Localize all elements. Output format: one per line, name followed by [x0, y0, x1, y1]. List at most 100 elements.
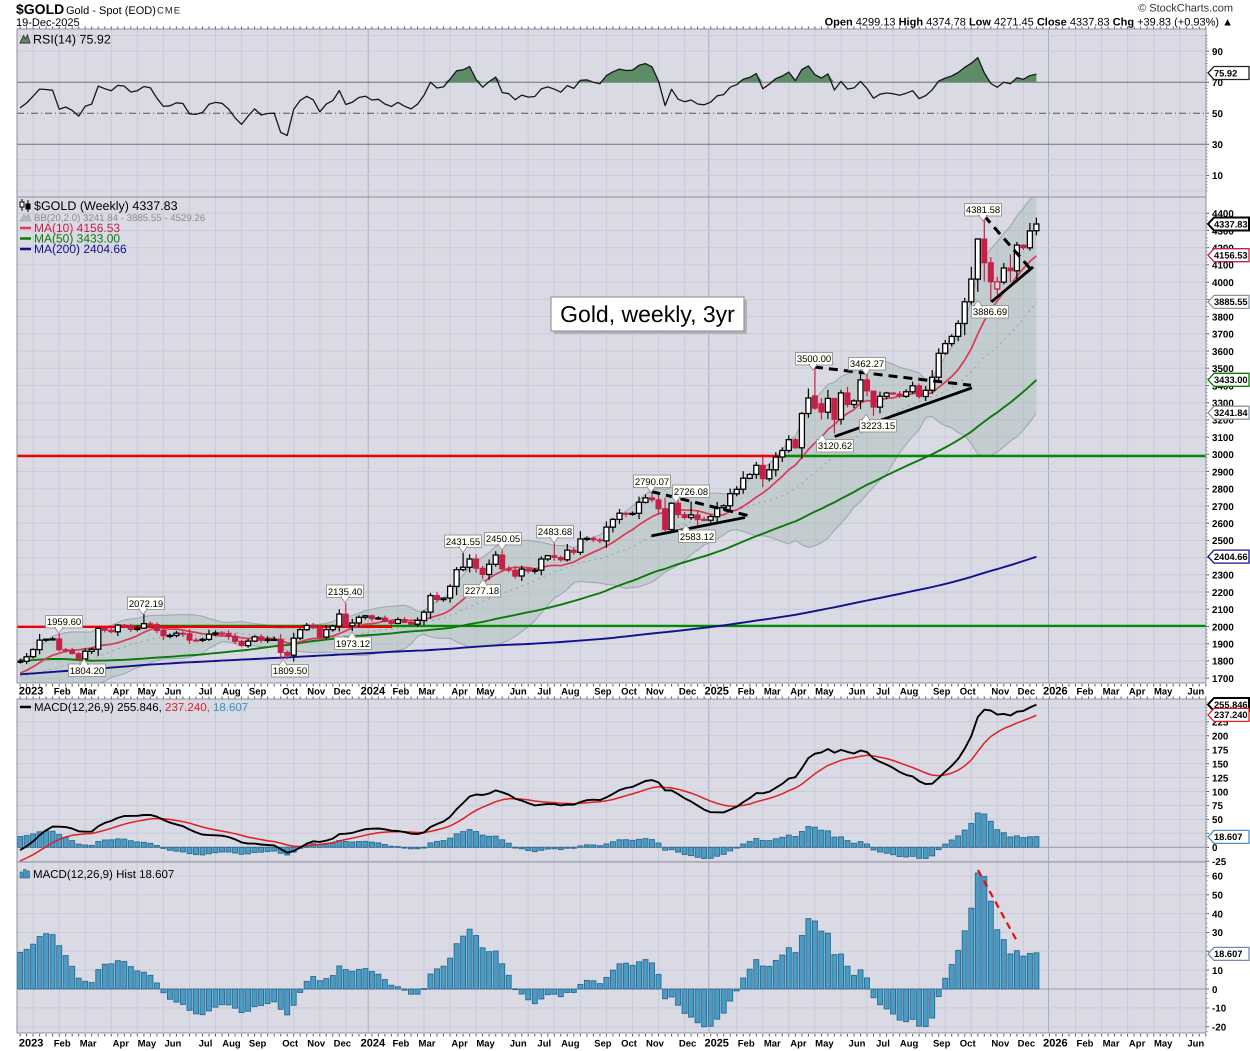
svg-text:2024: 2024 — [361, 1038, 386, 1050]
svg-text:2200: 2200 — [1212, 588, 1234, 599]
svg-text:0: 0 — [1212, 985, 1218, 996]
svg-text:3241.84: 3241.84 — [1214, 408, 1248, 418]
svg-text:Jul: Jul — [876, 687, 890, 698]
svg-text:2100: 2100 — [1212, 605, 1234, 616]
svg-text:Dec: Dec — [679, 1039, 696, 1050]
svg-text:4100: 4100 — [1212, 261, 1234, 272]
svg-text:1809.50: 1809.50 — [273, 666, 307, 677]
svg-text:2026: 2026 — [1043, 1038, 1067, 1050]
svg-text:May: May — [138, 687, 157, 698]
svg-text:2431.55: 2431.55 — [446, 537, 480, 548]
svg-text:2500: 2500 — [1212, 536, 1234, 547]
svg-text:Mar: Mar — [1103, 1039, 1120, 1050]
svg-text:Oct: Oct — [282, 687, 299, 698]
svg-text:Dec: Dec — [334, 1039, 351, 1050]
svg-text:Apr: Apr — [113, 687, 130, 698]
svg-text:3223.15: 3223.15 — [861, 421, 895, 432]
svg-text:2025: 2025 — [704, 686, 728, 698]
svg-text:Mar: Mar — [764, 687, 781, 698]
svg-text:175: 175 — [1212, 745, 1229, 756]
svg-text:3600: 3600 — [1212, 347, 1234, 358]
svg-text:3700: 3700 — [1212, 330, 1234, 341]
svg-text:May: May — [1154, 687, 1173, 698]
svg-text:2000: 2000 — [1212, 622, 1234, 633]
svg-text:3462.27: 3462.27 — [850, 359, 884, 370]
svg-text:-10: -10 — [1212, 1004, 1227, 1015]
svg-text:1804.20: 1804.20 — [70, 666, 104, 677]
svg-text:4000: 4000 — [1212, 278, 1234, 289]
svg-text:50: 50 — [1212, 815, 1223, 826]
svg-text:3500.00: 3500.00 — [797, 354, 831, 365]
svg-text:150: 150 — [1212, 759, 1229, 770]
svg-text:50: 50 — [1212, 891, 1223, 902]
svg-text:Oct: Oct — [960, 687, 977, 698]
svg-text:2800: 2800 — [1212, 485, 1234, 496]
svg-text:2404.66: 2404.66 — [1214, 552, 1248, 562]
svg-text:Jun: Jun — [164, 687, 181, 698]
svg-text:Apr: Apr — [1129, 1039, 1146, 1050]
svg-text:2072.19: 2072.19 — [129, 599, 163, 610]
svg-text:2726.08: 2726.08 — [674, 487, 708, 498]
svg-text:4300: 4300 — [1212, 226, 1234, 237]
svg-text:Aug: Aug — [900, 1039, 919, 1050]
svg-text:Sep: Sep — [933, 687, 951, 698]
svg-text:1959.60: 1959.60 — [47, 617, 81, 628]
svg-text:$GOLD (Weekly) 4337.83: $GOLD (Weekly) 4337.83 — [34, 199, 178, 213]
svg-text:2277.18: 2277.18 — [465, 586, 499, 597]
svg-text:CME: CME — [157, 6, 181, 17]
svg-text:30: 30 — [1212, 928, 1223, 939]
svg-text:BB(20,2.0) 3241.84 - 3885.55 -: BB(20,2.0) 3241.84 - 3885.55 - 4529.26 — [34, 213, 205, 224]
svg-text:Apr: Apr — [113, 1039, 130, 1050]
svg-text:Apr: Apr — [1129, 687, 1146, 698]
svg-text:2026: 2026 — [1043, 686, 1067, 698]
svg-text:Feb: Feb — [54, 1039, 71, 1050]
svg-text:Nov: Nov — [646, 1039, 665, 1050]
svg-text:May: May — [476, 687, 495, 698]
svg-text:225: 225 — [1212, 718, 1229, 729]
svg-text:75.92: 75.92 — [1214, 68, 1237, 78]
svg-text:Apr: Apr — [451, 687, 468, 698]
svg-text:3120.62: 3120.62 — [818, 441, 852, 452]
svg-text:125: 125 — [1212, 773, 1229, 784]
svg-text:© StockCharts.com: © StockCharts.com — [1138, 3, 1233, 15]
svg-text:May: May — [815, 687, 834, 698]
svg-text:3433.00: 3433.00 — [1214, 375, 1248, 385]
svg-text:Sep: Sep — [594, 1039, 612, 1050]
svg-text:2900: 2900 — [1212, 467, 1234, 478]
svg-text:Sep: Sep — [249, 687, 267, 698]
svg-text:70: 70 — [1212, 78, 1223, 89]
svg-text:90: 90 — [1212, 47, 1223, 58]
svg-text:3200: 3200 — [1212, 416, 1234, 427]
svg-text:May: May — [1154, 1039, 1173, 1050]
svg-text:4400: 4400 — [1212, 209, 1234, 220]
svg-text:Jun: Jun — [849, 687, 866, 698]
svg-text:237.240: 237.240 — [1214, 710, 1248, 720]
svg-text:Jul: Jul — [199, 1039, 213, 1050]
svg-text:Aug: Aug — [900, 687, 919, 698]
svg-text:2024: 2024 — [361, 686, 386, 698]
svg-text:3100: 3100 — [1212, 433, 1234, 444]
svg-text:MA(200) 2404.66: MA(200) 2404.66 — [34, 242, 127, 256]
svg-text:Jun: Jun — [849, 1039, 866, 1050]
svg-text:18.607: 18.607 — [1214, 949, 1242, 959]
svg-text:Jun: Jun — [510, 1039, 527, 1050]
svg-text:MA(10) 4156.53: MA(10) 4156.53 — [34, 221, 120, 235]
svg-text:Mar: Mar — [80, 1039, 97, 1050]
svg-text:Feb: Feb — [54, 687, 71, 698]
svg-text:Nov: Nov — [991, 1039, 1010, 1050]
svg-text:Jul: Jul — [876, 1039, 890, 1050]
svg-text:3500: 3500 — [1212, 364, 1234, 375]
svg-text:30: 30 — [1212, 140, 1223, 151]
svg-text:May: May — [476, 1039, 495, 1050]
svg-text:2023: 2023 — [19, 1038, 43, 1050]
svg-text:Apr: Apr — [790, 687, 807, 698]
svg-text:Oct: Oct — [282, 1039, 299, 1050]
svg-text:Jun: Jun — [1187, 687, 1204, 698]
svg-text:4381.58: 4381.58 — [966, 205, 1000, 216]
svg-text:Jul: Jul — [199, 687, 213, 698]
svg-text:Aug: Aug — [222, 1039, 241, 1050]
svg-text:3000: 3000 — [1212, 450, 1234, 461]
svg-text:Nov: Nov — [307, 1039, 326, 1050]
svg-text:May: May — [138, 1039, 157, 1050]
svg-text:Dec: Dec — [1018, 687, 1035, 698]
